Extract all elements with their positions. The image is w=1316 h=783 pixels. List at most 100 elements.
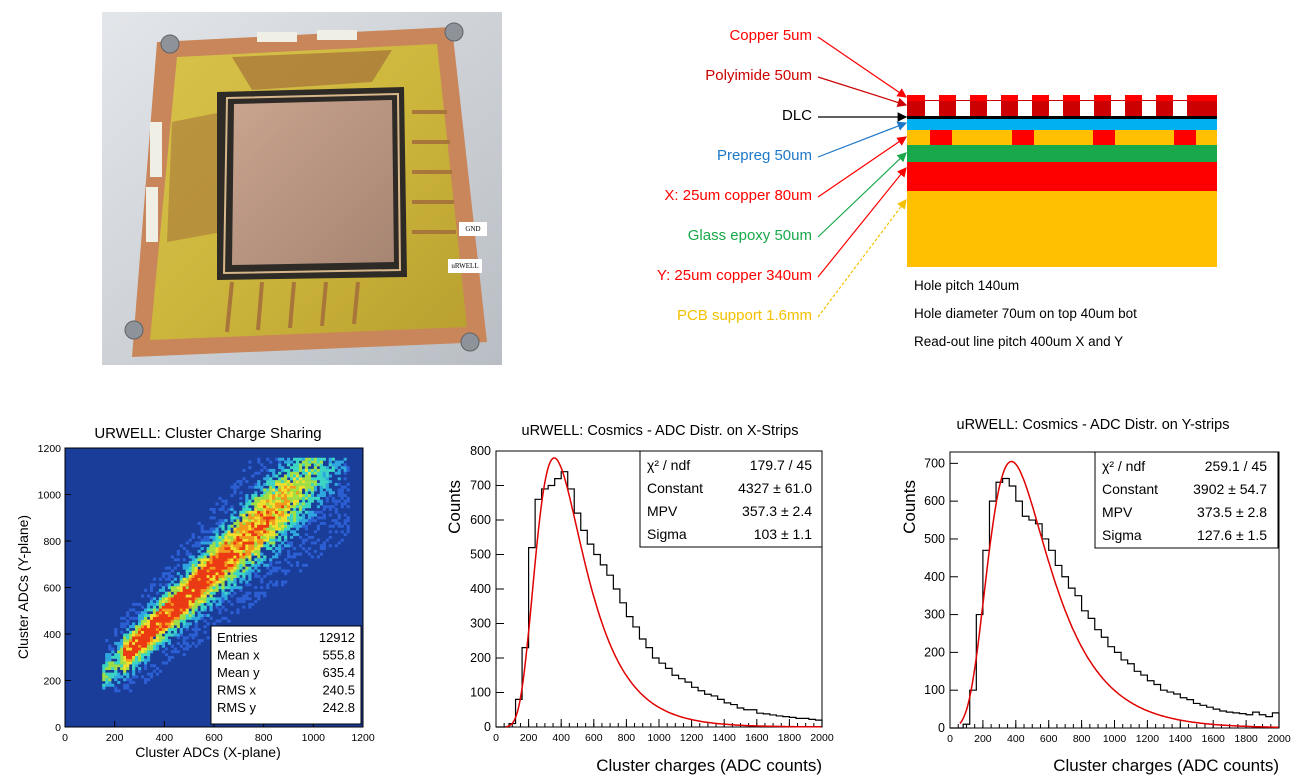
heatmap-cell xyxy=(278,535,282,539)
heatmap-cell xyxy=(161,600,166,604)
heatmap-cell xyxy=(304,538,309,542)
heatmap-cell xyxy=(254,535,258,539)
heatmap-cell xyxy=(281,541,285,545)
heatmap-cell xyxy=(138,658,142,662)
heatmap-cell xyxy=(248,547,252,551)
heatmap-cell xyxy=(215,583,219,587)
heatmap-cell xyxy=(289,555,294,559)
heatmap-cell xyxy=(254,538,258,542)
heatmap-cell xyxy=(266,524,270,528)
heatmap-cell xyxy=(307,499,312,503)
heatmap-cell xyxy=(179,591,183,595)
heatmap-cell xyxy=(140,639,145,643)
heatmap-cell xyxy=(248,499,252,503)
heatmap-cell xyxy=(260,499,264,503)
heatmap-cell xyxy=(284,474,288,478)
heatmap-cell xyxy=(236,516,240,520)
heatmap-cell xyxy=(191,591,195,595)
heatmap-cell xyxy=(319,485,323,489)
heatmap-cell xyxy=(111,647,115,651)
heatmap-cell xyxy=(164,600,169,604)
heatmap-cell xyxy=(233,563,237,567)
heatmap-cell xyxy=(287,507,291,511)
detector-photo-drawing xyxy=(102,12,502,365)
heatmap-cell xyxy=(328,488,332,492)
heatmap-cell xyxy=(233,530,237,534)
heatmap-cell xyxy=(272,583,276,587)
heatmap-cell xyxy=(149,672,154,676)
heatmap-cell xyxy=(197,521,201,525)
heatmap-cell xyxy=(146,602,151,606)
heatmap-cell xyxy=(188,577,192,581)
heatmap-cell xyxy=(245,555,249,559)
heatmap-cell xyxy=(143,664,148,668)
heatmap-cell xyxy=(108,664,112,668)
heatmap-cell xyxy=(224,502,228,506)
heatmap-cell xyxy=(307,505,312,509)
heatmap-cell xyxy=(275,538,279,542)
heatmap-cell xyxy=(316,510,320,514)
heatmap-cell xyxy=(266,494,270,498)
heatmap-cell xyxy=(212,527,216,531)
heatmap-cell xyxy=(322,494,326,498)
heatmap-cell xyxy=(194,569,198,573)
heatmap-ytick-label: 1000 xyxy=(38,490,62,502)
heatmap-cell xyxy=(218,544,222,548)
heatmap-cell xyxy=(140,605,145,609)
heatmap-cell xyxy=(298,544,303,548)
heatmap-cell xyxy=(230,485,234,489)
heatmap-cell xyxy=(272,482,276,486)
hy-ytick-label: 500 xyxy=(924,532,945,546)
heatmap-cell xyxy=(272,468,276,472)
heatmap-cell xyxy=(301,468,306,472)
heatmap-cell xyxy=(173,616,177,620)
heatmap-cell xyxy=(227,555,231,559)
hx-xtick-label: 1000 xyxy=(647,732,671,744)
heatmap-cell xyxy=(245,597,249,601)
heatmap-cell xyxy=(275,513,279,517)
heatmap-cell xyxy=(322,521,326,525)
heatmap-cell xyxy=(224,569,228,573)
heatmap-cell xyxy=(257,569,261,573)
heatmap-cell xyxy=(138,647,142,651)
heatmap-cell xyxy=(132,675,136,679)
heatmap-cell xyxy=(179,619,183,623)
heatmap-cell xyxy=(251,549,255,553)
heatmap-cell xyxy=(233,558,237,562)
heatmap-cell xyxy=(185,569,189,573)
heatmap-cell xyxy=(239,496,243,500)
heatmap-cell xyxy=(135,658,139,662)
heatmap-cell xyxy=(117,680,121,684)
heatmap-cell xyxy=(263,516,267,520)
heatmap-cell xyxy=(185,586,189,590)
heatmap-cell xyxy=(310,471,315,475)
heatmap-cell xyxy=(102,664,106,668)
heatmap-cell xyxy=(233,572,237,576)
heatmap-cell xyxy=(221,505,225,509)
heatmap-cell xyxy=(143,667,148,671)
heatmap-cell xyxy=(245,552,249,556)
heatmap-cell xyxy=(224,566,228,570)
heatmap-cell xyxy=(248,485,252,489)
heatmap-cell xyxy=(245,580,249,584)
heatmap-cell xyxy=(307,519,312,523)
heatmap-cell xyxy=(248,527,252,531)
heatmap-cell xyxy=(149,583,154,587)
layer-label-polyimide: Polyimide 50um xyxy=(705,67,812,84)
heatmap-cell xyxy=(298,552,303,556)
heatmap-cell xyxy=(179,611,183,615)
heatmap-cell xyxy=(138,614,142,617)
heatmap-cell xyxy=(203,597,207,601)
heatmap-cell xyxy=(254,530,258,534)
heatmap-cell xyxy=(230,541,234,545)
heatmap-cell xyxy=(322,482,326,486)
heatmap-cell xyxy=(245,549,249,553)
heatmap-cell xyxy=(263,494,267,498)
heatmap-cell xyxy=(152,602,157,606)
heatmap-cell xyxy=(140,633,145,637)
heatmap-cell xyxy=(111,664,115,668)
heatmap-cell xyxy=(161,622,166,626)
heatmap-cell xyxy=(257,480,261,484)
heatmap-cell xyxy=(221,549,225,553)
